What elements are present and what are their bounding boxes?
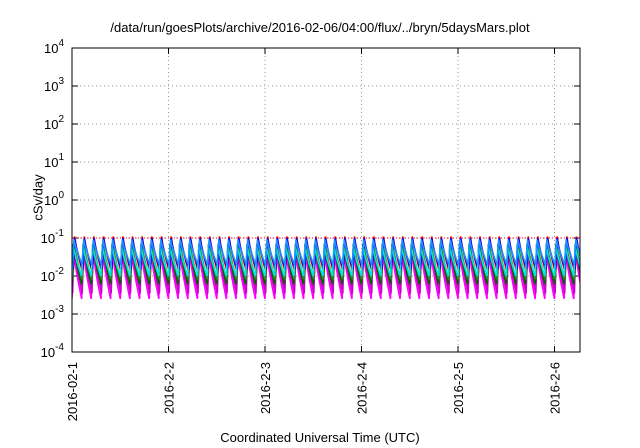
series-line bbox=[72, 239, 580, 265]
chart-title: /data/run/goesPlots/archive/2016-02-06/0… bbox=[110, 20, 530, 35]
y-tick-label: 10-1 bbox=[41, 228, 65, 246]
x-tick-label: 2016-2-6 bbox=[548, 362, 563, 414]
x-tick-label: 2016-2-4 bbox=[355, 362, 370, 414]
y-tick-label: 103 bbox=[44, 76, 64, 94]
series-line bbox=[72, 243, 580, 285]
y-tick-label: 10-4 bbox=[41, 342, 65, 360]
x-axis-label: Coordinated Universal Time (UTC) bbox=[220, 430, 420, 445]
x-tick-label: 2016-02-1 bbox=[65, 362, 80, 421]
series-line bbox=[72, 246, 580, 294]
y-tick-label: 101 bbox=[44, 152, 64, 170]
series-line bbox=[72, 249, 580, 300]
y-tick-label: 10-3 bbox=[41, 304, 65, 322]
x-tick-label: 2016-2-3 bbox=[258, 362, 273, 414]
x-tick-label: 2016-2-2 bbox=[162, 362, 177, 414]
y-tick-label: 10-2 bbox=[41, 266, 65, 284]
series-line bbox=[72, 242, 580, 280]
series-line bbox=[72, 246, 580, 277]
x-tick-label: 2016-2-5 bbox=[451, 362, 466, 414]
y-tick-label: 104 bbox=[44, 38, 64, 56]
y-tick-label: 100 bbox=[44, 190, 64, 208]
y-tick-label: 102 bbox=[44, 114, 64, 132]
plot-frame bbox=[71, 47, 581, 353]
